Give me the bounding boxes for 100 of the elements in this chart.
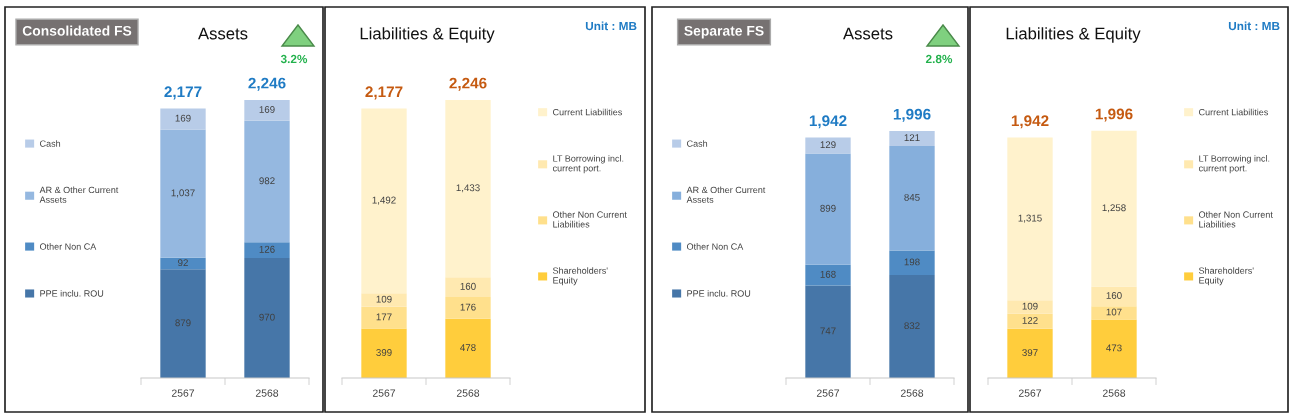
bar xyxy=(889,130,935,146)
data-label: 899 xyxy=(820,204,836,212)
text: 2.8% xyxy=(925,54,953,64)
data-label: 1,433 xyxy=(456,184,480,193)
text: Separate FS xyxy=(684,25,764,39)
data-label: 1,315 xyxy=(1018,214,1042,223)
data-label: 169 xyxy=(259,106,275,113)
bar xyxy=(361,306,407,329)
chart-title: Assets xyxy=(843,27,893,40)
bar xyxy=(160,269,206,378)
bar xyxy=(1091,306,1137,320)
data-label: 169 xyxy=(175,114,191,122)
total-label: 1,942 xyxy=(809,115,847,129)
bar xyxy=(805,285,851,378)
legend-label: Shareholders' Equity xyxy=(552,267,608,286)
bar xyxy=(805,264,851,286)
total-label: 1,942 xyxy=(1011,115,1049,129)
bar xyxy=(805,137,851,154)
bar xyxy=(1091,130,1137,287)
bar xyxy=(445,99,491,278)
text: Consolidated FS xyxy=(22,25,132,36)
bar xyxy=(244,99,290,121)
legend-label: Cash xyxy=(40,140,61,147)
bar xyxy=(244,257,290,378)
text: 3.2% xyxy=(280,54,308,64)
x-tick-label: 2567 xyxy=(372,389,396,397)
bar xyxy=(805,153,851,265)
data-label: 970 xyxy=(259,313,275,321)
data-label: 176 xyxy=(460,303,476,311)
data-label: 1,258 xyxy=(1102,204,1126,213)
data-label: 832 xyxy=(904,322,920,330)
legend-label: LT Borrowing incl. current port. xyxy=(552,155,624,174)
legend-label: Current Liabilities xyxy=(1199,108,1268,116)
data-label: 122 xyxy=(1022,317,1038,324)
bar xyxy=(361,328,407,378)
x-tick-label: 2568 xyxy=(255,389,279,397)
bar xyxy=(1007,328,1053,378)
bar xyxy=(160,257,206,270)
total-label: 2,177 xyxy=(365,86,403,100)
legend-label: PPE inclu. ROU xyxy=(687,290,751,297)
chart-title: Liabilities & Equity xyxy=(1006,27,1141,43)
data-label: 473 xyxy=(1106,344,1122,352)
data-label: 982 xyxy=(259,177,275,185)
data-label: 198 xyxy=(904,258,920,266)
bar xyxy=(1091,319,1137,378)
data-label: 1,037 xyxy=(171,189,195,198)
x-tick-label: 2568 xyxy=(1102,389,1126,397)
text: Unit : MB xyxy=(1228,21,1280,31)
total-label: 1,996 xyxy=(1095,108,1133,122)
legend-label: AR & Other Current Assets xyxy=(39,186,119,203)
data-label: 160 xyxy=(460,282,476,290)
bar xyxy=(1091,286,1137,307)
bar xyxy=(889,145,935,251)
bar xyxy=(1007,300,1053,314)
x-tick-label: 2567 xyxy=(816,389,840,397)
total-label: 2,246 xyxy=(449,77,487,91)
legend-label: Other Non Current Liabilities xyxy=(1199,211,1273,228)
legend-label: Cash xyxy=(687,140,708,147)
x-tick-label: 2568 xyxy=(456,389,480,397)
legend-label: PPE inclu. ROU xyxy=(40,290,104,297)
bar xyxy=(361,293,407,307)
data-label: 107 xyxy=(1106,308,1122,316)
data-label: 168 xyxy=(820,270,836,278)
bar xyxy=(1007,137,1053,301)
legend-label: Shareholders' Equity xyxy=(1198,267,1254,286)
total-label: 1,996 xyxy=(893,108,931,122)
legend-label: Other Non CA xyxy=(40,243,97,250)
data-label: 845 xyxy=(904,193,920,201)
data-label: 747 xyxy=(820,327,836,335)
bar xyxy=(1007,313,1053,329)
bar xyxy=(160,129,206,258)
bar xyxy=(445,297,491,319)
data-label: 126 xyxy=(259,245,275,253)
legend-label: AR & Other Current Assets xyxy=(686,186,766,203)
legend-label: Other Non CA xyxy=(687,243,744,250)
data-label: 92 xyxy=(178,259,188,267)
bar xyxy=(445,277,491,298)
total-label: 2,177 xyxy=(164,86,202,100)
bar xyxy=(889,250,935,276)
bar xyxy=(889,275,935,378)
total-label: 2,246 xyxy=(248,77,286,91)
bar xyxy=(244,242,290,258)
data-label: 399 xyxy=(376,349,392,356)
legend-label: Other Non Current Liabilities xyxy=(553,211,627,228)
bar xyxy=(160,108,206,130)
x-tick-label: 2567 xyxy=(171,389,195,397)
x-tick-label: 2568 xyxy=(900,389,924,397)
bar xyxy=(445,318,491,378)
data-label: 177 xyxy=(376,313,392,321)
data-label: 879 xyxy=(175,319,191,327)
data-label: 397 xyxy=(1022,349,1038,357)
data-label: 129 xyxy=(820,141,836,149)
legend-label: LT Borrowing incl. current port. xyxy=(1198,155,1270,174)
text: Unit : MB xyxy=(585,21,637,31)
data-label: 160 xyxy=(1106,292,1122,299)
data-label: 109 xyxy=(376,295,392,303)
bar xyxy=(361,108,407,294)
data-label: 478 xyxy=(460,344,476,352)
data-label: 121 xyxy=(904,134,920,141)
legend-label: Current Liabilities xyxy=(553,108,622,116)
